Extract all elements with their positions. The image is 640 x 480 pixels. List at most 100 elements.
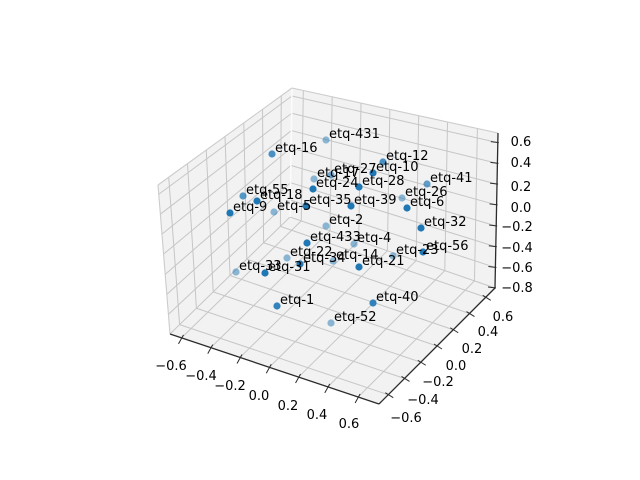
z-tick-label: −0.8	[501, 281, 533, 296]
point-label: etq-5	[277, 199, 311, 214]
z-axis-line	[494, 132, 499, 289]
y-tick-mark	[385, 392, 394, 399]
grid-line-y	[246, 258, 454, 331]
x-tick-mark	[236, 354, 243, 364]
point-label: etq-22	[290, 245, 333, 260]
scatter-point	[347, 202, 355, 210]
grid-line-x	[474, 128, 478, 281]
scatter-point	[226, 209, 234, 217]
grid-line-x	[358, 103, 362, 241]
y-tick-label: 0.4	[478, 325, 499, 340]
scatter-point	[327, 319, 335, 327]
x-tick-mark	[207, 344, 214, 354]
point-label: etq-431	[329, 127, 380, 142]
scatter-point	[379, 158, 387, 166]
x-tick-label: 0.0	[249, 389, 270, 404]
scatter-point	[273, 302, 281, 310]
z-tick-mark	[489, 182, 499, 185]
grid-line-y	[196, 307, 405, 379]
grid-line-z	[160, 112, 292, 215]
scatter-point	[350, 240, 358, 248]
x-tick-label: −0.4	[185, 369, 217, 384]
scatter-point	[261, 269, 269, 277]
scatter-point	[389, 252, 397, 260]
scatter-point	[369, 169, 377, 177]
point-label: etq-33	[239, 259, 282, 274]
grid-line-z	[168, 199, 291, 315]
x-tick-label: −0.6	[155, 359, 187, 374]
panes-divider-edge	[289, 87, 293, 218]
y-tick-mark	[417, 359, 427, 366]
x-axis-line	[169, 333, 380, 405]
z-tick-mark	[488, 266, 497, 269]
grid-line-z	[290, 164, 497, 227]
x-tick-label: 0.4	[307, 408, 328, 423]
point-label: etq-26	[405, 185, 448, 200]
grid-line-y	[179, 324, 389, 396]
grid-line-y	[280, 225, 486, 298]
y-tick-label: −0.2	[422, 375, 454, 390]
grid-line-x	[386, 109, 391, 251]
grid-line-z	[290, 182, 496, 248]
point-label: etq-433	[310, 230, 361, 245]
grid-line-x	[300, 90, 304, 221]
point-label: etq-4	[357, 231, 391, 246]
y-tick-mark	[482, 294, 491, 301]
scatter-point	[239, 192, 247, 200]
z-tick-label: 0.6	[511, 135, 532, 150]
scatter-point	[309, 185, 317, 193]
y-tick-mark	[466, 311, 475, 317]
z-tick-label: 0.0	[511, 201, 532, 216]
z-tick-label: −0.6	[501, 261, 533, 276]
grid-line-x	[329, 96, 333, 231]
point-label: etq-2	[329, 213, 363, 228]
grid-line-z	[290, 199, 496, 269]
z-tick-label: −0.4	[501, 241, 533, 256]
grid-line-y	[263, 242, 470, 314]
grid-line-y	[224, 136, 231, 276]
scatter-point	[270, 208, 278, 216]
grid-line-z	[163, 147, 292, 255]
pane-right	[290, 88, 498, 288]
point-label: etq-55	[246, 183, 289, 198]
x-tick-label: 0.2	[278, 399, 299, 414]
scatter-point	[355, 183, 363, 191]
z-tick-label: 0.4	[511, 156, 532, 171]
scatter-point	[355, 263, 363, 271]
scatter-point	[322, 136, 330, 144]
scatter-point	[268, 150, 276, 158]
grid-line-z	[166, 182, 291, 295]
y-tick-mark	[433, 343, 443, 350]
scatter-point	[303, 239, 311, 247]
x-tick-label: −0.2	[214, 379, 246, 394]
point-label: etq-21	[362, 254, 405, 269]
point-label: etq-16	[275, 141, 318, 156]
grid-line-x	[415, 115, 420, 261]
grid-line-z	[161, 130, 292, 235]
scatter-point	[322, 222, 330, 230]
scatter-point	[296, 260, 304, 268]
grid-line-z	[291, 112, 498, 164]
grid-line-y	[205, 150, 214, 292]
point-label: etq-34	[303, 251, 346, 266]
scatter-point	[403, 204, 411, 212]
grid-line-z	[169, 216, 291, 335]
scatter-point	[329, 257, 337, 265]
point-label: etq-28	[362, 174, 405, 189]
y-tick-label: 0.2	[462, 342, 483, 357]
scatter-point	[423, 180, 431, 188]
y-tick-mark	[401, 376, 410, 382]
grid-line-z	[158, 95, 293, 195]
grid-line-y	[168, 177, 181, 325]
point-label: etq-24	[316, 176, 359, 191]
point-label: etq-40	[376, 290, 419, 305]
box-outline-edge	[157, 87, 293, 186]
point-label: etq-31	[268, 260, 311, 275]
point-label: etq-52	[334, 310, 377, 325]
z-tick-mark	[487, 286, 497, 289]
scatter-point	[417, 224, 425, 232]
x-tick-label: 0.6	[339, 417, 360, 432]
grid-line-y	[243, 122, 248, 260]
y-tick-mark	[449, 327, 459, 334]
